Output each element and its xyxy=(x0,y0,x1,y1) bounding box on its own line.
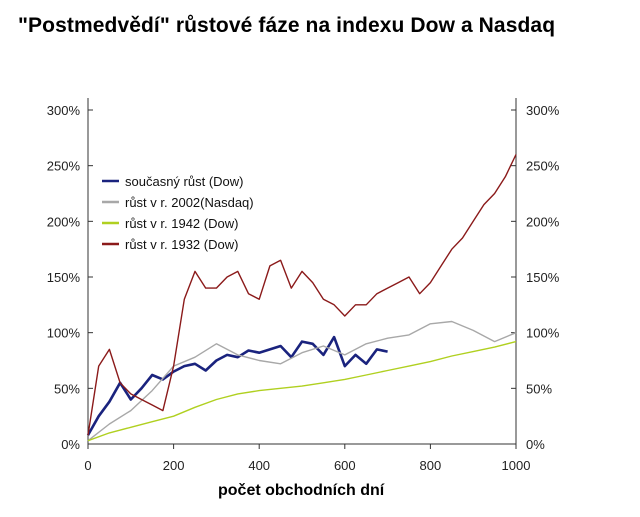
y-tick-label-left: 0% xyxy=(61,437,80,452)
x-tick-label: 400 xyxy=(248,458,270,473)
chart-axes: 0% 0% 50% 50% 100% 100% 150% 150% 200% 200% 250% 25… xyxy=(47,98,560,473)
y-tick-label-left: 200% xyxy=(47,214,81,229)
y-tick-label-left: 300% xyxy=(47,103,81,118)
x-axis-label: počet obchodních dní xyxy=(218,482,385,499)
series-line-2 xyxy=(87,320,517,442)
y-tick-label-left: 100% xyxy=(47,326,81,341)
series-line-3 xyxy=(87,340,517,442)
y-tick-label-right: 250% xyxy=(526,159,560,174)
y-tick-label-left: 150% xyxy=(47,270,81,285)
x-tick-label: 200 xyxy=(163,458,185,473)
chart-title: "Postmedvědí" růstové fáze na indexu Dow… xyxy=(18,14,556,37)
series-line-4 xyxy=(87,154,517,436)
legend-label-3: růst v r. 1942 (Dow) xyxy=(125,216,238,231)
y-tick-label-left: 50% xyxy=(54,381,80,396)
legend-label-1: současný růst (Dow) xyxy=(125,174,243,189)
x-tick-label: 1000 xyxy=(502,458,531,473)
x-tick-label: 0 xyxy=(84,458,91,473)
y-tick-label-right: 50% xyxy=(526,381,552,396)
legend-label-4: růst v r. 1932 (Dow) xyxy=(125,237,238,252)
x-tick-label: 600 xyxy=(334,458,356,473)
legend-label-2: růst v r. 2002(Nasdaq) xyxy=(125,195,254,210)
y-tick-label-right: 150% xyxy=(526,270,560,285)
chart-series xyxy=(86,154,517,442)
y-tick-label-right: 100% xyxy=(526,326,560,341)
series-line-1 xyxy=(86,335,388,436)
y-tick-label-right: 0% xyxy=(526,437,545,452)
y-tick-label-left: 250% xyxy=(47,159,81,174)
x-tick-label: 800 xyxy=(420,458,442,473)
y-tick-label-right: 300% xyxy=(526,103,560,118)
y-tick-label-right: 200% xyxy=(526,214,560,229)
chart-legend: současný růst (Dow) růst v r. 2002(Nasdaq… xyxy=(102,174,254,252)
